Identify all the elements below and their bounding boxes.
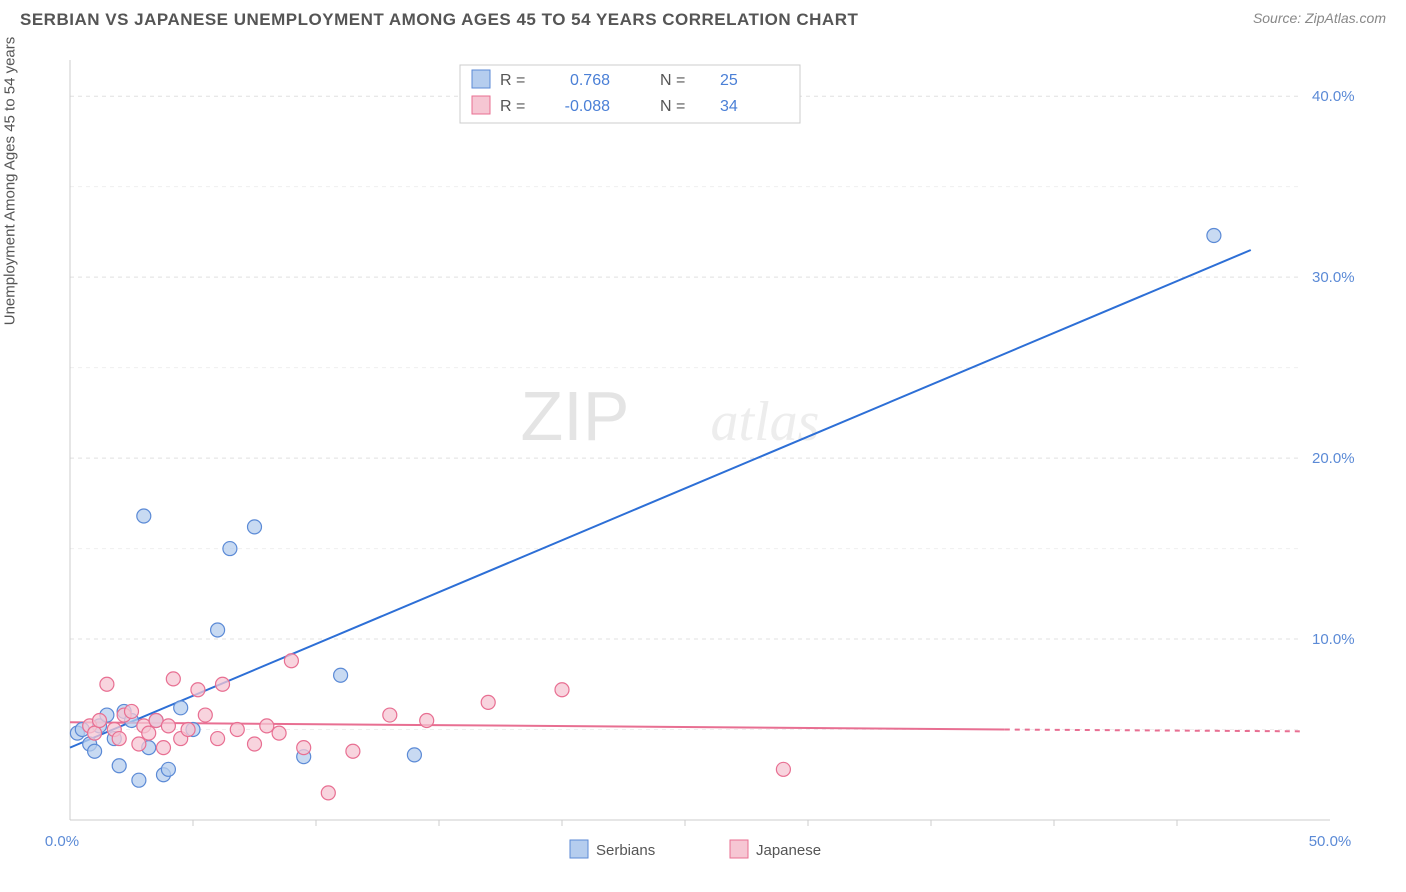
source-attribution: Source: ZipAtlas.com — [1253, 10, 1386, 26]
svg-text:N =: N = — [660, 72, 685, 89]
svg-text:ZIP: ZIP — [521, 377, 630, 455]
svg-text:50.0%: 50.0% — [1309, 833, 1352, 850]
svg-text:10.0%: 10.0% — [1312, 631, 1355, 648]
chart-title: SERBIAN VS JAPANESE UNEMPLOYMENT AMONG A… — [20, 10, 858, 30]
svg-text:R =: R = — [500, 72, 525, 89]
svg-text:Japanese: Japanese — [756, 842, 821, 859]
svg-text:34: 34 — [720, 98, 738, 115]
svg-text:30.0%: 30.0% — [1312, 269, 1355, 286]
svg-text:atlas: atlas — [711, 391, 820, 453]
svg-text:40.0%: 40.0% — [1312, 88, 1355, 105]
chart-container: Unemployment Among Ages 45 to 54 years Z… — [20, 40, 1386, 882]
svg-text:25: 25 — [720, 72, 738, 89]
svg-text:N =: N = — [660, 98, 685, 115]
scatter-chart: ZIP atlas 10.0% 20.0% 30.0% 40.0% 0.0% 50.0% R =… — [20, 40, 1386, 882]
svg-text:R =: R = — [500, 98, 525, 115]
svg-text:20.0%: 20.0% — [1312, 450, 1355, 467]
svg-text:-0.088: -0.088 — [565, 98, 610, 115]
svg-text:0.768: 0.768 — [570, 72, 610, 89]
svg-text:Serbians: Serbians — [596, 842, 655, 859]
y-axis-label: Unemployment Among Ages 45 to 54 years — [2, 37, 19, 326]
svg-text:0.0%: 0.0% — [45, 833, 79, 850]
